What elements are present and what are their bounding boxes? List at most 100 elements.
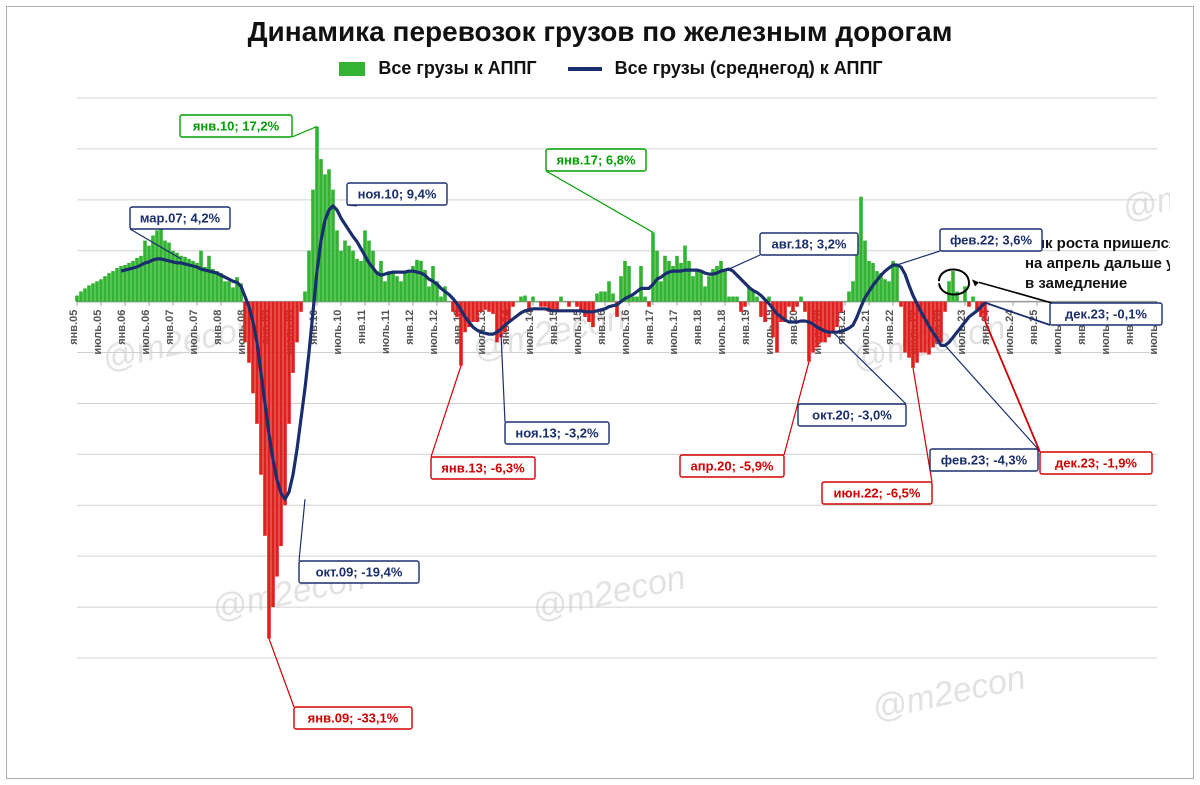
bar xyxy=(723,271,727,302)
bar xyxy=(831,302,835,333)
bar xyxy=(947,281,951,301)
bar xyxy=(843,302,847,303)
bar xyxy=(903,302,907,353)
x-tick-label: июль.06 xyxy=(140,310,152,355)
bar xyxy=(631,297,635,302)
bar xyxy=(339,251,343,302)
bar xyxy=(763,302,767,322)
bar xyxy=(107,273,111,302)
bar xyxy=(103,276,107,301)
bar xyxy=(967,302,971,307)
bar xyxy=(739,302,743,312)
callout-label: мар.07; 4,2% xyxy=(140,210,221,225)
bar xyxy=(451,302,455,312)
callout-leader xyxy=(729,255,760,269)
bar xyxy=(379,261,383,302)
bar xyxy=(495,302,499,343)
x-tick-label: июль.10 xyxy=(332,310,344,355)
bar xyxy=(363,230,367,301)
callout-label: ноя.10; 9,4% xyxy=(358,186,437,201)
callout-label: окт.20; -3,0% xyxy=(812,407,892,422)
bar xyxy=(391,271,395,302)
x-tick-label: янв.18 xyxy=(692,310,704,345)
bar xyxy=(719,261,723,302)
bar xyxy=(727,297,731,302)
bar xyxy=(835,302,839,327)
callout-leader xyxy=(945,345,1038,449)
legend-swatch-line xyxy=(568,67,602,71)
bar xyxy=(807,302,811,362)
bar xyxy=(623,261,627,302)
bar xyxy=(215,271,219,302)
bar xyxy=(583,302,587,317)
bar xyxy=(611,293,615,301)
bar xyxy=(539,302,543,307)
callout-label: янв.10; 17,2% xyxy=(193,118,280,133)
bar xyxy=(295,302,299,343)
bar xyxy=(663,256,667,302)
bar xyxy=(703,286,707,301)
bar xyxy=(439,297,443,302)
callout-label: фев.23; -4,3% xyxy=(941,452,1028,467)
callout-label: ноя.13; -3,2% xyxy=(515,425,599,440)
bar xyxy=(799,297,803,302)
x-tick-label: янв.08 xyxy=(212,310,224,345)
bar xyxy=(227,281,231,301)
x-tick-label: июль.15 xyxy=(572,310,584,355)
bar xyxy=(759,302,763,317)
bar xyxy=(619,276,623,301)
bar xyxy=(299,302,303,312)
bar xyxy=(803,302,807,312)
bar xyxy=(395,276,399,301)
bar xyxy=(795,302,799,307)
bar xyxy=(875,271,879,302)
bar xyxy=(635,297,639,302)
bar xyxy=(559,297,563,302)
callout-label: янв.17; 6,8% xyxy=(556,152,636,167)
bar xyxy=(151,235,155,301)
bar xyxy=(543,302,547,307)
bar xyxy=(535,302,539,303)
bar xyxy=(479,302,483,312)
bar xyxy=(491,302,495,314)
bar xyxy=(243,302,247,343)
bar xyxy=(911,302,915,368)
bar xyxy=(755,297,759,302)
watermark: @m2econ xyxy=(529,558,689,627)
callout-leader xyxy=(269,639,294,707)
x-tick-label: янв.25 xyxy=(1028,310,1040,345)
bar xyxy=(863,241,867,302)
bar xyxy=(303,291,307,301)
legend: Все грузы к АППГ Все грузы (среднегод) к… xyxy=(0,58,1200,79)
bar xyxy=(707,276,711,301)
x-tick-label: янв.15 xyxy=(548,310,560,345)
watermark: @m2econ xyxy=(869,658,1029,727)
annotation-text: Пик роста пришелся xyxy=(1025,235,1170,252)
bar xyxy=(851,281,855,301)
bar xyxy=(207,256,211,302)
x-tick-label: июль.07 xyxy=(188,310,200,355)
bar xyxy=(327,169,331,301)
bar xyxy=(523,296,527,302)
bar xyxy=(275,302,279,577)
bar xyxy=(359,261,363,302)
bar xyxy=(639,266,643,302)
bar xyxy=(839,302,843,312)
bar xyxy=(751,291,755,301)
bar xyxy=(203,267,207,302)
bar xyxy=(931,302,935,348)
x-tick-label: янв.16 xyxy=(596,310,608,345)
bar xyxy=(787,302,791,307)
x-tick-label: июль.12 xyxy=(428,310,440,355)
bar xyxy=(679,263,683,302)
bar xyxy=(643,297,647,302)
bar xyxy=(375,271,379,302)
bar xyxy=(287,302,291,424)
bar xyxy=(915,302,919,363)
bar xyxy=(447,302,451,303)
callout-leader xyxy=(546,171,653,232)
bar xyxy=(323,174,327,301)
annotation-arrowhead xyxy=(972,279,979,286)
bar xyxy=(91,283,95,301)
bar xyxy=(399,281,403,301)
